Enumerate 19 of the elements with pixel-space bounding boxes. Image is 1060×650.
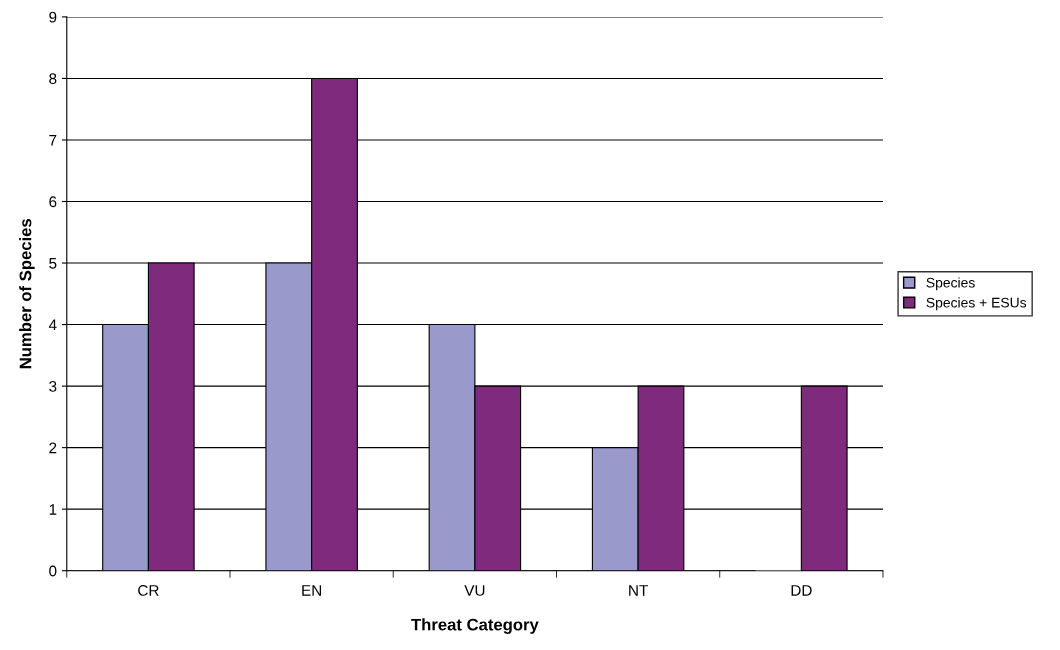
- y-tick-label: 5: [49, 258, 57, 269]
- x-tick-label: NT: [629, 585, 648, 596]
- y-tick-label: 6: [49, 196, 57, 208]
- x-tick-label: CR: [138, 584, 159, 596]
- y-tick-label: 9: [49, 11, 57, 23]
- legend-label: Species + ESUs: [926, 297, 1027, 311]
- y-tick-label: 4: [48, 319, 57, 331]
- x-tick-label: DD: [791, 585, 812, 596]
- x-tick-label: EN: [302, 585, 322, 596]
- legend-label: Species: [926, 277, 975, 291]
- x-tick-label: VU: [464, 585, 485, 596]
- y-tick-label: 7: [49, 134, 57, 146]
- y-tick-label: 8: [49, 73, 57, 85]
- y-tick-label: 0: [49, 565, 57, 577]
- y-tick-label: 2: [49, 442, 57, 454]
- y-tick-label: 3: [49, 380, 57, 392]
- y-tick-label: 1: [49, 504, 57, 515]
- x-axis-title: Threat Category: [411, 618, 539, 634]
- y-axis-title: Number of Species: [19, 219, 35, 369]
